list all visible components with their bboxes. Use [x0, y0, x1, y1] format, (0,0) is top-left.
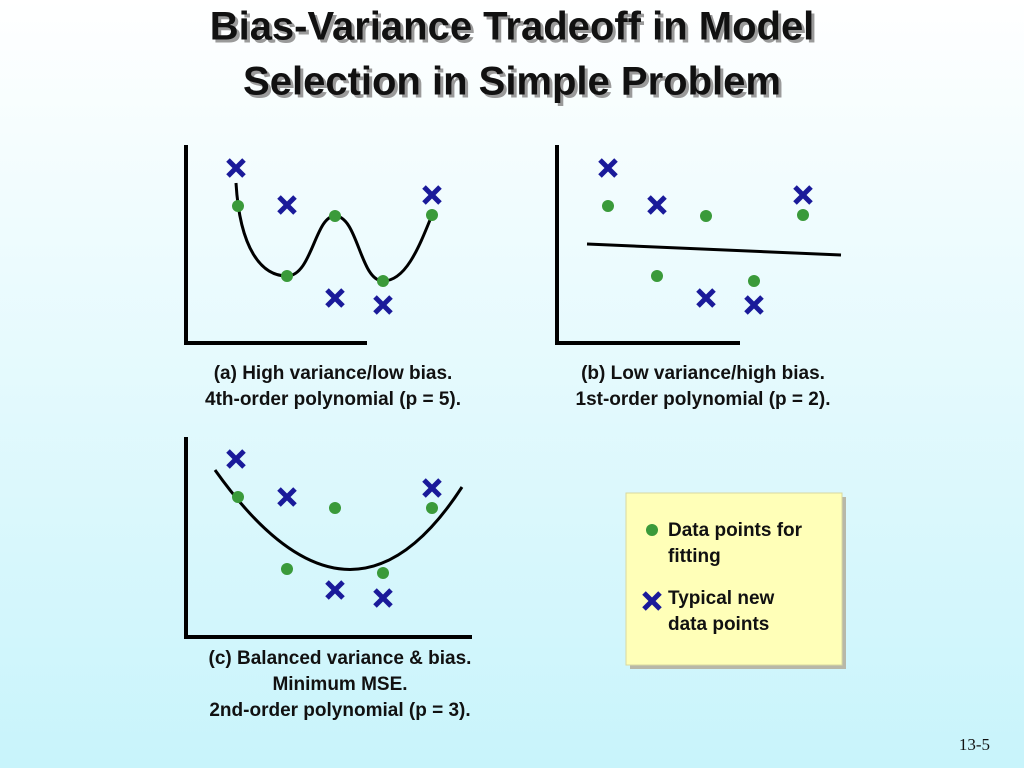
cross-stroke [744, 295, 764, 315]
fit-curve-a [234, 182, 434, 283]
new-point [744, 295, 764, 315]
caption: (c) Balanced variance & bias. [209, 648, 472, 669]
fit-point [651, 270, 663, 282]
fit-point [281, 563, 293, 575]
title: Bias-Variance Tradeoff in Model [210, 5, 815, 49]
cross-stroke [373, 588, 393, 608]
new-point [647, 195, 667, 215]
new-point [598, 158, 618, 178]
cross-stroke [325, 288, 345, 308]
cross-stroke [325, 580, 345, 600]
new-point [226, 449, 246, 469]
fit-point [426, 502, 438, 514]
fit-curve-c [213, 469, 464, 571]
fit-point [281, 270, 293, 282]
new-point [422, 478, 442, 498]
cross-stroke [226, 158, 246, 178]
fit-point [426, 209, 438, 221]
new-point [422, 185, 442, 205]
fit-point [377, 567, 389, 579]
new-point [696, 288, 716, 308]
new-point [373, 295, 393, 315]
legend-label: data points [668, 614, 769, 635]
cross-stroke [793, 185, 813, 205]
new-point [277, 487, 297, 507]
caption: 1st-order polynomial (p = 2). [576, 389, 831, 410]
fit-point [797, 209, 809, 221]
fit-point [377, 275, 389, 287]
legend-dot [646, 524, 658, 536]
cross-stroke [422, 185, 442, 205]
cross-stroke [277, 487, 297, 507]
legend-label: Typical new [668, 588, 775, 609]
legend-cross [642, 591, 662, 611]
new-point [373, 588, 393, 608]
cross-stroke [277, 195, 297, 215]
new-point [325, 288, 345, 308]
caption: (b) Low variance/high bias. [581, 363, 825, 384]
new-point [226, 158, 246, 178]
legend-box [625, 492, 843, 666]
cross-stroke [598, 158, 618, 178]
axis-c [184, 437, 472, 639]
fit-point [232, 200, 244, 212]
fit-point [232, 491, 244, 503]
page-number: 13-5 [959, 735, 990, 754]
cross-stroke [647, 195, 667, 215]
fit-point [329, 502, 341, 514]
legend-label: Data points for [668, 520, 803, 541]
new-point [277, 195, 297, 215]
fit-point [748, 275, 760, 287]
axis-a [184, 145, 367, 345]
cross-stroke [226, 449, 246, 469]
fit-point [700, 210, 712, 222]
caption: (a) High variance/low bias. [214, 363, 453, 384]
title-shadow: Selection in Simple Problem [246, 63, 784, 107]
caption: 4th-order polynomial (p = 5). [205, 389, 461, 410]
cross-stroke [696, 288, 716, 308]
fit-point [602, 200, 614, 212]
legend-label: fitting [668, 546, 721, 567]
new-point [793, 185, 813, 205]
new-point [325, 580, 345, 600]
fit-point [329, 210, 341, 222]
caption: Minimum MSE. [272, 674, 407, 695]
title: Selection in Simple Problem [243, 60, 781, 104]
cross-stroke [373, 295, 393, 315]
caption: 2nd-order polynomial (p = 3). [209, 700, 470, 721]
axis-b [555, 145, 740, 345]
title-shadow: Bias-Variance Tradeoff in Model [213, 8, 818, 52]
cross-stroke [422, 478, 442, 498]
fit-line-b [586, 242, 842, 257]
